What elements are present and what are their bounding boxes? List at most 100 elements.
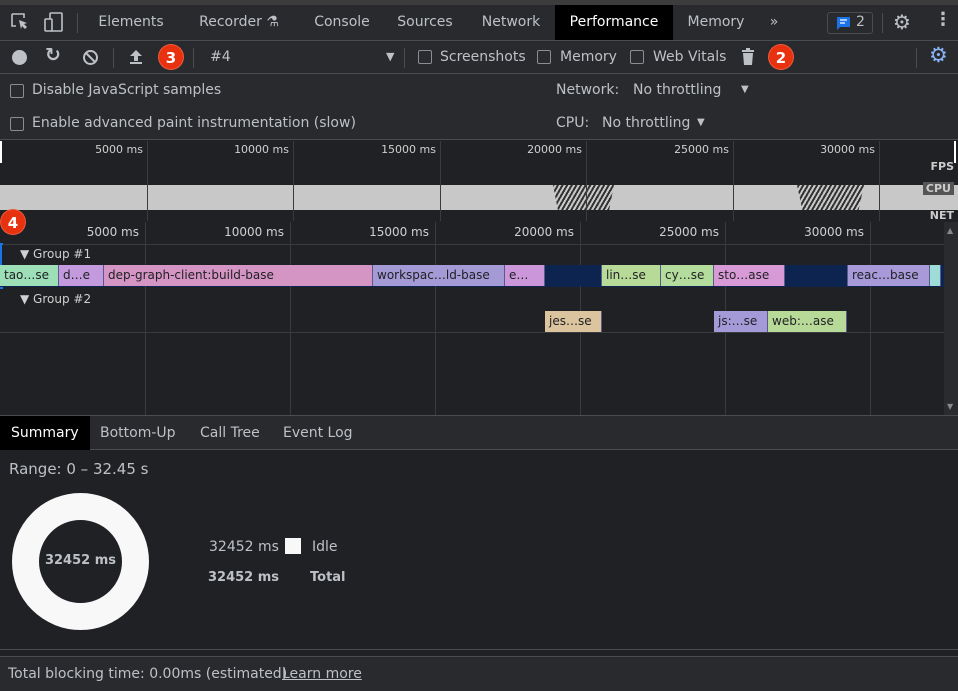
flame-event-bar[interactable]: e… (505, 265, 545, 286)
cpu-hatched-region (797, 185, 864, 210)
flame-tick-label: 10000 ms (224, 225, 284, 239)
reload-icon[interactable]: ↻ (45, 44, 61, 66)
donut-center-total: 32452 ms (44, 553, 117, 568)
chevron-down-icon: ▼ (386, 50, 395, 63)
annotation-badge: 3 (158, 44, 184, 70)
flame-scrollbar[interactable]: ▲ ▼ (944, 222, 958, 415)
disable-js-samples-label: Disable JavaScript samples (32, 82, 222, 98)
overview-right-handle[interactable] (954, 141, 956, 163)
record-icon[interactable] (12, 50, 27, 65)
tab-bottom-up[interactable]: Bottom-Up (100, 425, 176, 441)
web-vitals-checkbox[interactable] (630, 50, 644, 64)
flame-event-bar[interactable]: dep-graph-client:build-base (104, 265, 373, 286)
device-toolbar-icon[interactable] (43, 11, 65, 33)
flame-gridline (145, 222, 146, 415)
scroll-down-icon[interactable]: ▼ (947, 402, 954, 411)
overview-gridline (293, 141, 294, 221)
idle-value: 32452 ms (209, 539, 279, 555)
flame-chart[interactable]: ▼ Group #1 ▼ Group #2 5000 ms 10000 ms 150… (0, 222, 944, 415)
cpu-throttle-value: No throttling (602, 115, 691, 131)
tab-summary[interactable]: Summary (0, 416, 90, 450)
issues-count: 2 (856, 14, 865, 30)
tab-memory[interactable]: Memory (687, 14, 745, 30)
more-tabs-icon[interactable]: » (769, 14, 779, 30)
profile-select[interactable]: #4 ▼ (200, 46, 400, 68)
settings-gear-icon[interactable]: ⚙ (893, 10, 911, 34)
memory-checkbox[interactable] (537, 50, 551, 64)
overview-left-handle[interactable] (0, 141, 2, 163)
flame-event-bar[interactable]: d…e (59, 265, 104, 286)
cpu-throttle-label: CPU: (556, 115, 590, 131)
disable-js-samples-checkbox[interactable] (10, 84, 24, 98)
advanced-paint-checkbox[interactable] (10, 117, 24, 131)
clear-icon[interactable] (82, 49, 99, 66)
flame-event-bar[interactable]: workspac…ld-base (373, 265, 505, 286)
flame-gridline (435, 222, 436, 415)
flame-event-bar[interactable]: sto…ase (714, 265, 785, 286)
timeline-overview[interactable]: FPS CPU NET 5000 ms 10000 ms 15000 ms 20000… (0, 141, 958, 222)
performance-toolbar: ↻ #4 ▼ Screenshots Memory Web Vitals ⚙ (0, 41, 958, 74)
learn-more-link[interactable]: Learn more (282, 666, 362, 682)
flame-event-bar[interactable]: js:…se (714, 311, 768, 332)
overview-gridline (586, 141, 587, 221)
annotation-badge: 2 (768, 44, 794, 70)
group-1-header[interactable]: ▼ Group #1 (20, 247, 92, 261)
tab-sources[interactable]: Sources (397, 14, 453, 30)
flame-event-bar[interactable]: web:…ase (768, 311, 847, 332)
network-throttle-select[interactable]: No throttling ▼ (628, 79, 758, 101)
scroll-up-icon[interactable]: ▲ (947, 226, 954, 235)
overview-tick-label: 15000 ms (381, 143, 436, 156)
tab-elements[interactable]: Elements (98, 14, 164, 30)
web-vitals-label: Web Vitals (653, 49, 727, 65)
message-icon (837, 17, 850, 30)
group-2-label: Group #2 (33, 292, 92, 306)
trash-icon[interactable] (741, 48, 755, 66)
flame-event-bar[interactable] (545, 265, 602, 286)
screenshots-checkbox[interactable] (418, 50, 432, 64)
summary-range: Range: 0 – 32.45 s (9, 460, 149, 478)
group-1-label: Group #1 (33, 247, 92, 261)
flame-event-bar[interactable]: tao…se (0, 265, 59, 286)
overview-gridline (879, 141, 880, 221)
capture-settings-gear-icon[interactable]: ⚙ (929, 43, 948, 67)
cpu-throttle-select[interactable]: No throttling ▼ (597, 112, 717, 134)
total-blocking-time: Total blocking time: 0.00ms (estimated) (8, 666, 288, 682)
inspect-element-icon[interactable] (10, 12, 30, 32)
overview-tick-label: 5000 ms (95, 143, 143, 156)
tab-recorder[interactable]: Recorder ⚗ (184, 5, 294, 40)
upload-icon[interactable] (128, 49, 144, 65)
chevron-down-icon: ▼ (741, 84, 749, 95)
flame-tick-label: 15000 ms (369, 225, 429, 239)
flame-event-bar[interactable] (785, 265, 848, 286)
overview-tick-label: 10000 ms (234, 143, 289, 156)
flask-icon: ⚗ (266, 14, 279, 30)
flame-tick-label: 5000 ms (86, 225, 139, 239)
flame-event-bar[interactable] (930, 265, 941, 286)
overview-gridline (440, 141, 441, 221)
tab-console[interactable]: Console (314, 14, 370, 30)
profile-select-value: #4 (210, 49, 231, 65)
flame-event-bar[interactable]: cy…se (661, 265, 714, 286)
advanced-paint-label: Enable advanced paint instrumentation (s… (32, 115, 356, 131)
chevron-down-icon: ▼ (697, 117, 705, 128)
cpu-hatched-region (553, 185, 614, 210)
cpu-label: CPU (922, 182, 954, 195)
flame-gridline (870, 222, 871, 415)
group-2-header[interactable]: ▼ Group #2 (20, 292, 92, 306)
tab-network[interactable]: Network (481, 14, 541, 30)
more-options-icon[interactable]: ⋮ (934, 9, 952, 30)
flame-gridline (290, 222, 291, 415)
network-throttle-value: No throttling (633, 82, 722, 98)
flame-event-bar[interactable]: lin…se (602, 265, 661, 286)
overview-tick-label: 25000 ms (674, 143, 729, 156)
issues-button[interactable]: 2 (827, 12, 873, 34)
flame-event-bar[interactable]: reac…base (848, 265, 930, 286)
status-footer: Total blocking time: 0.00ms (estimated) … (0, 656, 958, 691)
flame-event-bar[interactable]: jes…se (545, 311, 602, 332)
flame-tick-label: 20000 ms (514, 225, 574, 239)
annotation-badge: 4 (0, 209, 26, 235)
tab-call-tree[interactable]: Call Tree (200, 425, 260, 441)
tab-event-log[interactable]: Event Log (283, 425, 353, 441)
idle-swatch (285, 538, 301, 554)
tab-performance[interactable]: Performance (555, 5, 673, 40)
